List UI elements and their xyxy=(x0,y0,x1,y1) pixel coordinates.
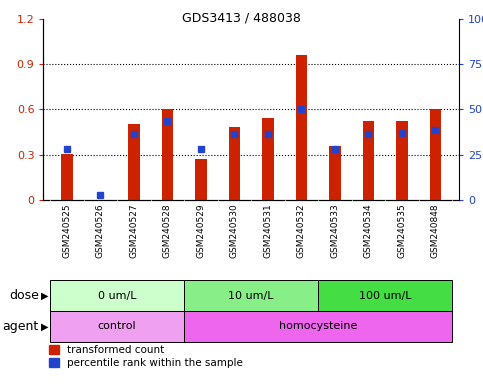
Bar xyxy=(61,154,73,200)
Text: GSM240529: GSM240529 xyxy=(197,204,205,258)
Text: agent: agent xyxy=(2,320,39,333)
Bar xyxy=(161,109,173,200)
Text: GSM240528: GSM240528 xyxy=(163,204,172,258)
Bar xyxy=(329,146,341,200)
Bar xyxy=(296,55,307,200)
Text: ▶: ▶ xyxy=(41,321,49,331)
Bar xyxy=(262,118,274,200)
Bar xyxy=(318,280,452,311)
Text: GSM240848: GSM240848 xyxy=(431,204,440,258)
Text: GDS3413 / 488038: GDS3413 / 488038 xyxy=(182,12,301,25)
Bar xyxy=(195,159,207,200)
Bar xyxy=(50,311,184,342)
Text: GSM240534: GSM240534 xyxy=(364,204,373,258)
Text: GSM240531: GSM240531 xyxy=(263,204,272,258)
Bar xyxy=(50,280,184,311)
Text: GSM240526: GSM240526 xyxy=(96,204,105,258)
Text: control: control xyxy=(98,321,137,331)
Text: GSM240527: GSM240527 xyxy=(129,204,139,258)
Text: 0 um/L: 0 um/L xyxy=(98,291,136,301)
Text: GSM240532: GSM240532 xyxy=(297,204,306,258)
Text: homocysteine: homocysteine xyxy=(279,321,357,331)
Bar xyxy=(228,127,240,200)
Bar xyxy=(429,109,441,200)
Text: GSM240533: GSM240533 xyxy=(330,204,340,258)
Text: dose: dose xyxy=(9,289,39,302)
Legend: transformed count, percentile rank within the sample: transformed count, percentile rank withi… xyxy=(49,345,243,368)
Bar xyxy=(184,311,452,342)
Bar xyxy=(128,124,140,200)
Bar xyxy=(396,121,408,200)
Text: GSM240535: GSM240535 xyxy=(398,204,406,258)
Bar xyxy=(363,121,374,200)
Bar xyxy=(184,280,318,311)
Text: ▶: ▶ xyxy=(41,291,49,301)
Text: GSM240530: GSM240530 xyxy=(230,204,239,258)
Text: 100 um/L: 100 um/L xyxy=(359,291,412,301)
Text: 10 um/L: 10 um/L xyxy=(228,291,274,301)
Text: GSM240525: GSM240525 xyxy=(62,204,71,258)
